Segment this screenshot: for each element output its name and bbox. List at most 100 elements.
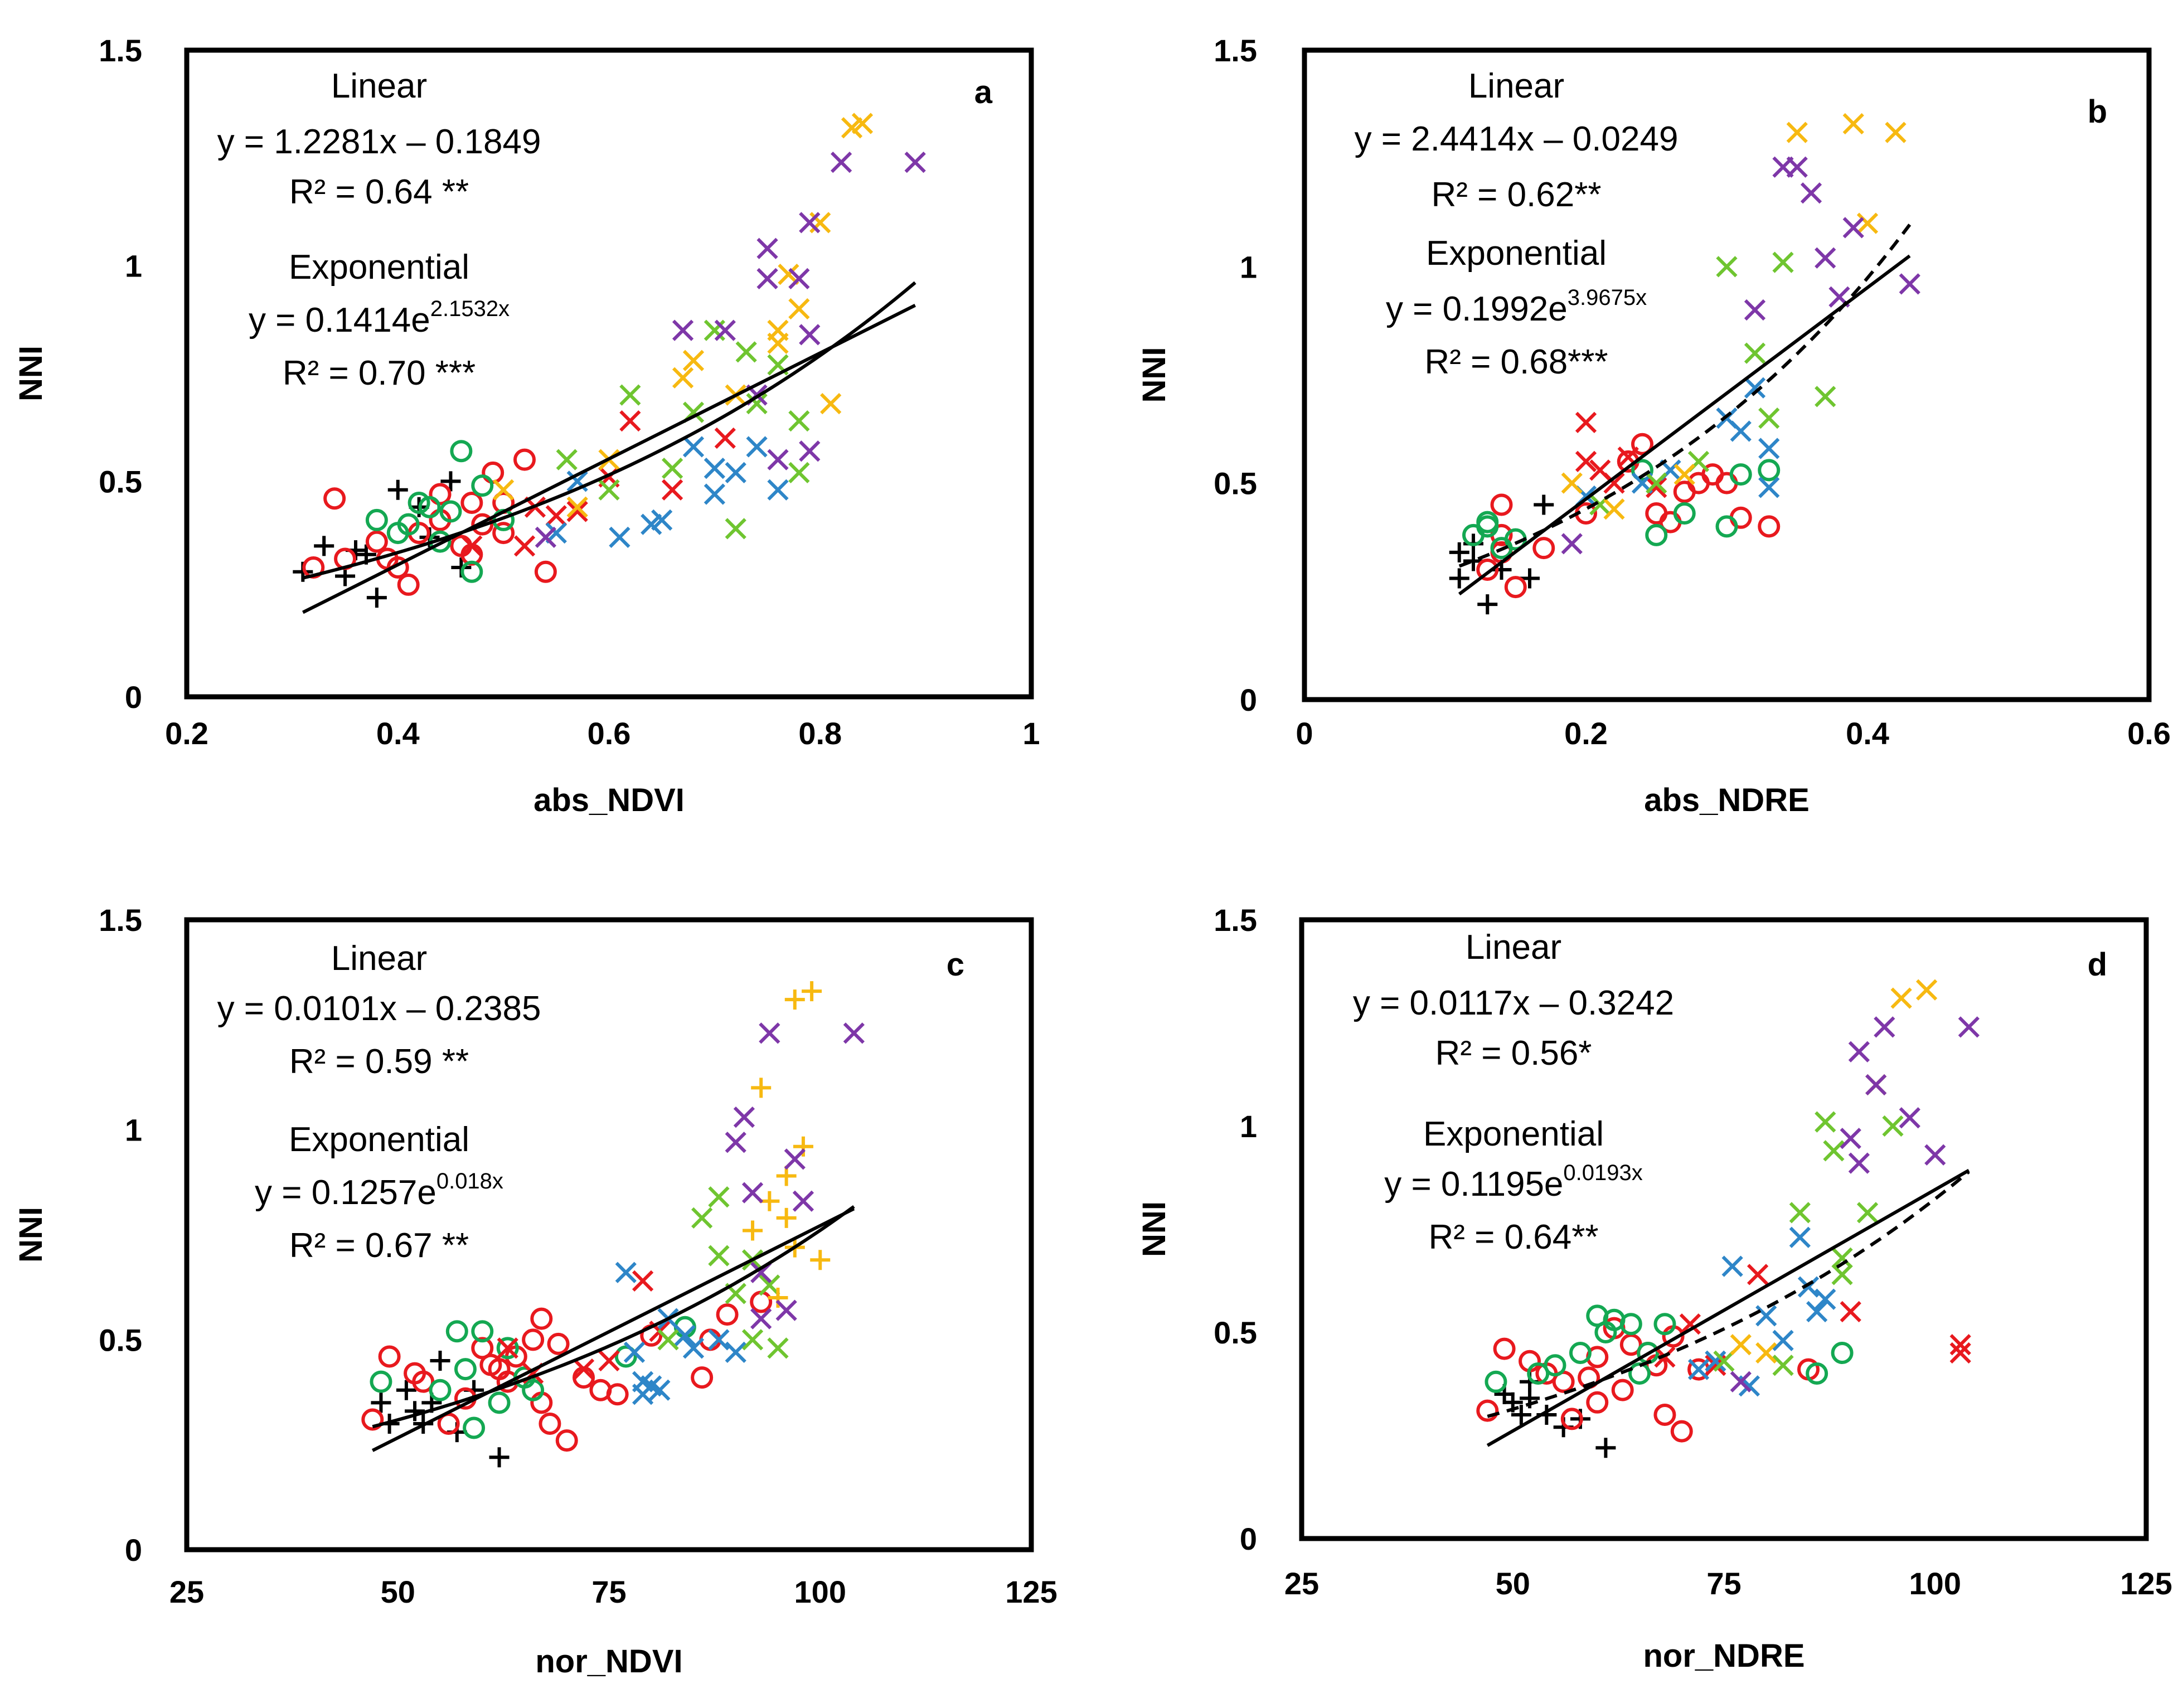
point-purple-x [775,1299,797,1321]
exponential-r2: R² = 0.68*** [1424,343,1608,381]
point-purple-x [1815,247,1836,269]
point-purple-x [750,1308,772,1329]
point-yellow-x [672,367,694,389]
point-red-circle [1490,493,1513,516]
point-lightgreen-x [1744,342,1766,364]
point-red-x [497,1337,518,1359]
y-tick-label: 1 [125,1113,142,1148]
point-green-circle [488,1391,511,1414]
x-tick-label: 0 [1296,716,1313,751]
chart-panel-c: 0 0.5 1 1.5 25 50 75 100 125 nor_NDVI NNI c Linear y … [13,902,1058,1680]
point-red-circle [1586,1391,1609,1414]
point-red-circle [323,487,346,510]
exponential-trendline [1458,224,1912,568]
linear-title: Linear [1468,67,1564,105]
point-yellow-x [820,393,842,415]
point-purple-x [714,319,736,341]
point-black-plus [396,1380,416,1400]
point-blue-x [682,436,705,458]
point-blue-x [623,1341,646,1364]
point-black-plus [387,479,408,500]
point-red-circle [488,1358,511,1381]
x-tick-label: 0.4 [1846,716,1889,751]
linear-r2: R² = 0.64 ** [289,173,469,211]
linear-trendline [1458,254,1911,596]
point-green-circle [418,496,441,518]
point-red-x [598,1350,620,1372]
point-lightgreen-x [741,1329,764,1351]
y-tick-label: 1.5 [99,902,142,938]
exponential-trendline [372,1205,855,1429]
y-axis-label: NNI [1136,347,1172,403]
point-yellow-x [493,479,515,501]
point-red-x [566,501,588,522]
point-purple-x [1848,1041,1870,1062]
point-red-x [545,505,567,527]
point-lightgreen-x [556,449,578,470]
point-red-x [461,535,483,557]
point-lightgreen-x [1856,1202,1879,1224]
point-lightgreen-x [1772,251,1794,273]
point-yellow-plus [784,989,805,1010]
point-red-circle [437,1413,460,1435]
point-yellow-x [1673,464,1695,486]
point-black-plus [1449,542,1469,562]
point-blue-x [682,1337,705,1359]
linear-trendline [371,1207,855,1452]
point-purple-x [756,237,778,259]
exponential-equation: y = 0.1257e0.018x [255,1169,503,1212]
point-yellow-x [1856,212,1879,234]
chart-panel-a: 0 0.5 1 1.5 0.2 0.4 0.6 0.8 1 abs_NDVI NNI a Linear y… [13,33,1040,818]
point-lightgreen-x [1831,1264,1853,1285]
point-blue-x [1758,438,1780,459]
point-purple-x [733,1106,755,1128]
point-lightgreen-x [1716,256,1738,278]
point-purple-x [788,268,810,289]
point-blue-x [1755,1305,1777,1327]
point-black-plus [405,1401,425,1421]
point-red-x [714,427,736,449]
linear-r2: R² = 0.56* [1435,1034,1592,1073]
point-purple-x [1842,217,1864,239]
linear-equation: y = 1.2281x – 0.1849 [217,123,541,161]
point-green-circle [365,508,388,531]
point-blue-x [746,436,768,458]
point-blue-x [1721,1255,1743,1277]
point-red-circle [482,461,505,484]
point-purple-x [904,151,926,173]
point-red-circle [555,1429,578,1452]
point-green-circle [429,1379,452,1401]
linear-equation: y = 2.4414x – 0.0249 [1355,120,1679,158]
point-red-circle [530,1307,553,1330]
point-yellow-x [682,350,705,371]
y-tick-label: 0 [1240,682,1257,717]
exponential-trendline [302,281,916,580]
point-green-circle [1645,523,1668,546]
point-black-plus [430,1351,450,1371]
point-green-circle [463,1416,486,1439]
point-blue-x [1744,377,1766,399]
point-purple-x [1874,1016,1895,1038]
point-red-circle [606,1383,629,1406]
point-red-circle [1645,502,1668,525]
point-lightgreen-x [619,384,641,406]
point-yellow-x [767,319,789,341]
point-green-circle [445,1320,468,1343]
point-green-circle [1569,1342,1592,1364]
point-green-circle [370,1370,392,1393]
exponential-r2: R² = 0.70 *** [283,354,476,392]
point-lightgreen-x [1882,1115,1904,1137]
point-red-circle [412,1370,435,1393]
point-yellow-x [809,212,831,234]
point-red-circle [460,492,483,514]
point-green-circle [460,560,483,583]
point-yellow-x [1885,122,1907,143]
point-blue-x [1705,1350,1726,1372]
point-lightgreen-x [662,458,683,479]
point-red-circle [429,483,452,506]
point-green-circle [1653,1313,1676,1336]
point-red-x [662,479,683,501]
point-green-circle [450,440,473,463]
point-lightgreen-x [1815,386,1836,407]
point-lightgreen-x [691,1207,713,1229]
